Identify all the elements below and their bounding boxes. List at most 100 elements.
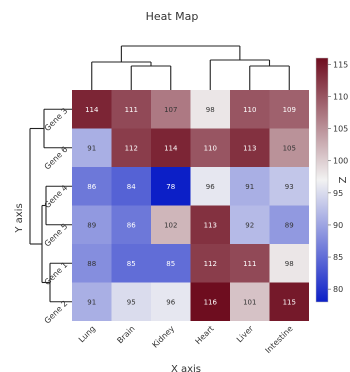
x-tick-label: Brain xyxy=(115,324,136,345)
heatmap-cell xyxy=(111,90,151,129)
heatmap-cell xyxy=(269,244,309,283)
heatmap-cell xyxy=(230,128,270,167)
heatmap-cell xyxy=(111,205,151,244)
heatmap-cell xyxy=(190,128,230,167)
cell-value-label: 98 xyxy=(285,260,294,268)
heatmap-cell xyxy=(111,167,151,206)
colorbar-tick-label: 115 xyxy=(333,60,348,69)
x-tick-label: Lung xyxy=(77,324,97,344)
cell-value-label: 107 xyxy=(164,106,177,114)
heatmap-cell xyxy=(151,128,191,167)
cell-value-label: 114 xyxy=(85,106,99,114)
cell-value-label: 85 xyxy=(166,260,175,268)
cell-value-label: 116 xyxy=(204,298,218,306)
heatmap-cell xyxy=(230,205,270,244)
colorbar-tick-label: 100 xyxy=(333,157,348,166)
cell-value-label: 84 xyxy=(127,183,136,191)
cell-value-label: 93 xyxy=(285,183,294,191)
heatmap-cell xyxy=(111,282,151,321)
cell-value-label: 113 xyxy=(204,221,217,229)
y-tick-label: Gene 3 xyxy=(43,106,70,133)
x-tick-label: Intestine xyxy=(264,324,295,355)
colorbar-tick-label: 80 xyxy=(333,285,343,294)
cell-value-label: 89 xyxy=(87,221,96,229)
cell-value-label: 91 xyxy=(87,298,96,306)
y-tick-label: Gene 4 xyxy=(43,183,70,210)
row-dendrogram xyxy=(29,108,72,303)
cell-value-label: 101 xyxy=(243,298,256,306)
heatmap-cell xyxy=(151,244,191,283)
x-tick-label: Kidney xyxy=(151,324,177,350)
cell-value-label: 85 xyxy=(127,260,136,268)
cell-value-label: 89 xyxy=(285,221,294,229)
heatmap-cell xyxy=(230,90,270,129)
cell-value-label: 98 xyxy=(206,106,215,114)
cell-value-label: 111 xyxy=(243,260,256,268)
heatmap-cell xyxy=(72,205,112,244)
colorbar-tick-label: 95 xyxy=(333,189,343,198)
heatmap-cells: 114 111 107 98 110 109 91 112 114 110 113 105 86 84 78… xyxy=(72,90,309,321)
cell-value-label: 86 xyxy=(87,183,96,191)
y-tick-label: Gene 1 xyxy=(43,260,70,287)
cell-value-label: 102 xyxy=(164,221,177,229)
y-tick-label: Gene 6 xyxy=(43,145,70,172)
heatmap-cell xyxy=(269,90,309,129)
column-dendrogram xyxy=(91,45,290,90)
cell-value-label: 88 xyxy=(87,260,96,268)
x-tick-labels: Lung Brain Kidney Heart Liver Intestine xyxy=(77,324,295,356)
cell-value-label: 113 xyxy=(243,144,256,152)
cell-value-label: 78 xyxy=(166,183,175,191)
heatmap-cell xyxy=(111,244,151,283)
heatmap-cell xyxy=(190,90,230,129)
colorbar-title: Z xyxy=(338,176,349,183)
heatmap-cell xyxy=(72,282,112,321)
heatmap-cell xyxy=(190,167,230,206)
heatmap-cell xyxy=(230,167,270,206)
heatmap-cell xyxy=(151,205,191,244)
cell-value-label: 91 xyxy=(87,144,96,152)
cell-value-label: 92 xyxy=(245,221,254,229)
cell-value-label: 86 xyxy=(127,221,136,229)
heatmap-cell xyxy=(190,205,230,244)
heatmap-cell xyxy=(72,128,112,167)
heatmap-cell xyxy=(269,167,309,206)
colorbar-tick-label: 90 xyxy=(333,221,343,230)
heatmap-cell xyxy=(72,244,112,283)
y-tick-labels: Gene 3 Gene 6 Gene 4 Gene 5 Gene 1 Gene 2 xyxy=(43,106,70,325)
cell-value-label: 110 xyxy=(243,106,256,114)
colorbar-tick-label: 105 xyxy=(333,125,348,134)
chart-title: Heat Map xyxy=(146,10,199,23)
x-axis-title: X axis xyxy=(171,364,201,372)
colorbar-ticks: 80 85 90 95 100 105 110 115 xyxy=(328,60,348,294)
cell-value-label: 105 xyxy=(283,144,296,152)
heatmap-cell xyxy=(269,282,309,321)
y-tick-label: Gene 5 xyxy=(43,222,70,249)
heatmap-cell xyxy=(190,244,230,283)
heatmap-cell xyxy=(111,128,151,167)
colorbar xyxy=(315,57,329,303)
y-tick-label: Gene 2 xyxy=(43,299,70,326)
cell-value-label: 112 xyxy=(204,260,217,268)
heatmap-cell xyxy=(269,205,309,244)
cell-value-label: 115 xyxy=(283,298,296,306)
cell-value-label: 91 xyxy=(245,183,254,191)
heatmap-cell xyxy=(72,167,112,206)
y-axis-title: Y axis xyxy=(14,203,25,233)
heatmap-cell xyxy=(230,244,270,283)
x-tick-label: Heart xyxy=(194,324,216,346)
cell-value-label: 114 xyxy=(164,144,178,152)
heatmap-cell xyxy=(269,128,309,167)
heatmap-cell xyxy=(151,90,191,129)
cell-value-label: 96 xyxy=(206,183,215,191)
heatmap-cell xyxy=(230,282,270,321)
colorbar-tick-label: 110 xyxy=(333,93,348,102)
heatmap-cell xyxy=(190,282,230,321)
cell-value-label: 109 xyxy=(283,106,296,114)
x-tick-label: Liver xyxy=(235,324,256,345)
cell-value-label: 110 xyxy=(204,144,217,152)
heatmap-cell xyxy=(151,282,191,321)
colorbar-tick-label: 85 xyxy=(333,253,343,262)
cell-value-label: 112 xyxy=(125,144,138,152)
heatmap-cell xyxy=(151,167,191,206)
